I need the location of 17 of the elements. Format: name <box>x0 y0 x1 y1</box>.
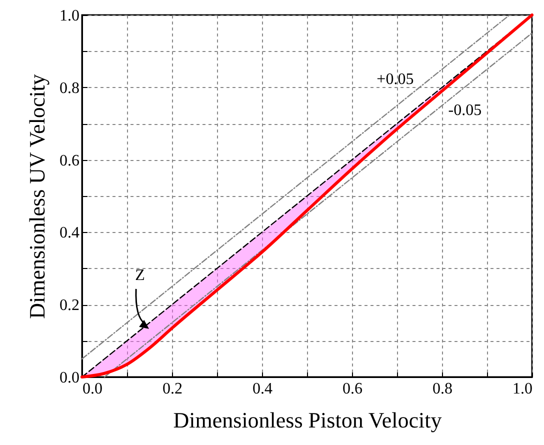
x-tick-label: 0.0 <box>82 380 102 398</box>
y-tick-label: 0.4 <box>60 224 80 242</box>
y-axis-title: Dimensionless UV Velocity <box>24 74 50 319</box>
y-tick-label: 1.0 <box>60 8 80 24</box>
x-tick-label: 1.0 <box>512 380 532 398</box>
x-tick-label: 0.4 <box>252 380 272 398</box>
x-tick-label: 0.8 <box>432 380 452 398</box>
y-tick-label: 0.6 <box>60 152 80 170</box>
y-tick-label: 0.8 <box>60 80 80 97</box>
annotation: Z <box>135 266 145 284</box>
y-tick-label: 0.2 <box>60 297 80 314</box>
x-tick-label: 0.6 <box>342 380 362 398</box>
x-axis-title: Dimensionless Piston Velocity <box>173 408 442 432</box>
x-tick-label: 0.2 <box>162 380 182 398</box>
y-tick-label: 0.0 <box>60 370 80 386</box>
annotation: -0.05 <box>448 102 482 119</box>
annotation: +0.05 <box>376 71 414 88</box>
